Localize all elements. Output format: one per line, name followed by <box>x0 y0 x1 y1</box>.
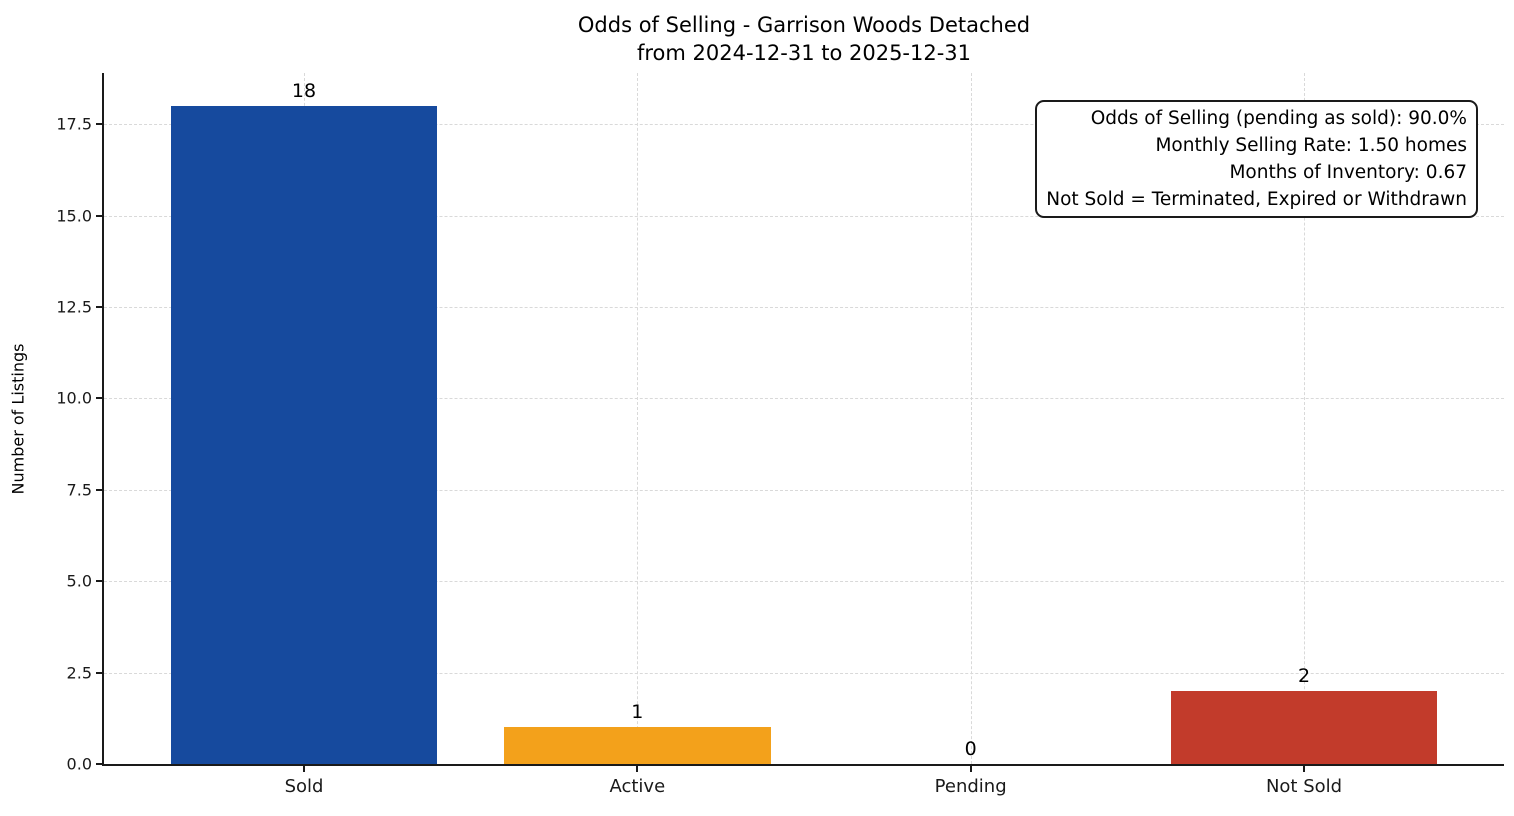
x-tick-label: Active <box>609 776 666 797</box>
bar-value-label: 2 <box>1297 664 1311 687</box>
v-gridline <box>637 73 639 764</box>
x-tick-label: Sold <box>284 776 324 797</box>
y-tick <box>96 763 102 765</box>
y-tick-label: 5.0 <box>66 571 92 591</box>
h-gridline <box>104 581 1504 583</box>
chart-title: Odds of Selling - Garrison Woods Detache… <box>577 13 1031 37</box>
annotation-line-odds: Odds of Selling (pending as sold): 90.0% <box>1090 108 1467 129</box>
y-axis-spine <box>102 73 104 764</box>
annotation-line-rate: Monthly Selling Rate: 1.50 homes <box>1155 135 1467 156</box>
bar-value-label: 1 <box>631 701 644 724</box>
y-tick-label: 12.5 <box>56 297 92 317</box>
y-tick <box>96 580 102 583</box>
bar-value-label: 18 <box>291 79 317 102</box>
y-axis-label: Number of Listings <box>8 343 28 494</box>
y-tick <box>96 488 102 491</box>
x-tick-label: Not Sold <box>1265 776 1343 797</box>
y-tick <box>96 214 102 217</box>
bar-value-label: 0 <box>964 738 977 760</box>
y-tick-label: 15.0 <box>56 206 92 226</box>
y-tick-label: 0.0 <box>66 754 92 774</box>
v-gridline <box>970 73 972 764</box>
x-tick <box>969 766 972 772</box>
x-tick <box>1303 766 1305 772</box>
y-tick <box>96 671 102 674</box>
y-tick <box>96 305 102 308</box>
y-tick-label: 10.0 <box>56 388 92 408</box>
y-tick-label: 2.5 <box>66 663 92 683</box>
bar-not-sold <box>1170 690 1438 764</box>
x-axis-spine <box>102 764 1504 766</box>
annotation-line-inventory: Months of Inventory: 0.67 <box>1229 162 1467 183</box>
bar-active <box>504 727 771 764</box>
h-gridline <box>104 672 1504 674</box>
stats-annotation-box: Odds of Selling (pending as sold): 90.0%… <box>1035 100 1478 218</box>
y-tick <box>96 397 102 400</box>
y-tick-label: 17.5 <box>56 114 92 134</box>
h-gridline <box>104 306 1504 308</box>
x-tick <box>636 766 639 772</box>
h-gridline <box>104 489 1504 491</box>
x-tick-label: Pending <box>934 776 1007 797</box>
y-tick <box>96 123 102 126</box>
annotation-line-notsold-def: Not Sold = Terminated, Expired or Withdr… <box>1046 189 1467 210</box>
chart-subtitle: from 2024-12-31 to 2025-12-31 <box>636 41 972 65</box>
h-gridline <box>104 124 1504 126</box>
v-gridline <box>1304 73 1305 764</box>
x-tick <box>303 766 305 772</box>
h-gridline <box>104 398 1504 400</box>
h-gridline <box>104 215 1504 217</box>
bar-sold <box>170 105 438 764</box>
plot-area: Number of Listings Odds of Selling (pend… <box>9 73 1504 797</box>
y-tick-label: 7.5 <box>66 480 92 500</box>
